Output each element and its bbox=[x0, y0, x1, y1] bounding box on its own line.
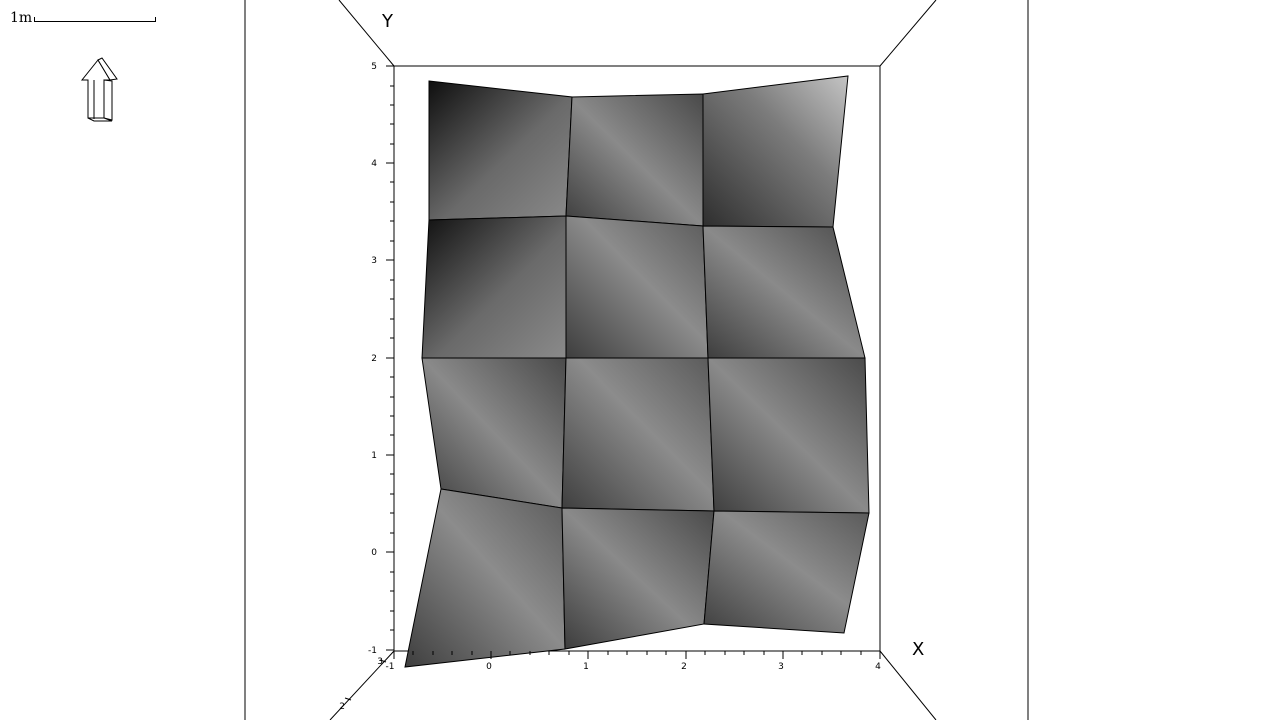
z-tick-label: 3 bbox=[377, 657, 383, 667]
scale-bar bbox=[34, 17, 156, 22]
scale-bar-label: 1m bbox=[10, 10, 33, 26]
surface-cell bbox=[404, 488, 566, 668]
x-axis-labels: -1 0 1 2 3 4 bbox=[386, 662, 882, 672]
surface-cell bbox=[561, 357, 715, 512]
surface-cell bbox=[703, 510, 870, 634]
z-tick-label: 2 bbox=[339, 702, 345, 712]
y-axis-ticks bbox=[386, 65, 394, 651]
x-tick-label: 4 bbox=[875, 662, 881, 672]
north-arrow-icon bbox=[80, 57, 118, 122]
y-tick-label: -1 bbox=[368, 646, 377, 656]
x-tick-label: 1 bbox=[583, 662, 589, 672]
z-axis-labels: 3 2 bbox=[339, 657, 383, 712]
y-tick-label: 3 bbox=[371, 256, 377, 266]
y-tick-label: 4 bbox=[371, 159, 377, 169]
y-tick-label: 5 bbox=[371, 62, 377, 72]
surface-cell bbox=[565, 215, 709, 359]
x-axis-title: X bbox=[912, 639, 924, 660]
surface-cell bbox=[561, 507, 715, 650]
surface-cell bbox=[702, 225, 866, 359]
y-axis-labels: 5 4 3 2 1 0 -1 bbox=[368, 62, 377, 656]
scene-frame bbox=[244, 0, 1029, 720]
x-tick-label: 2 bbox=[681, 662, 687, 672]
y-tick-label: 2 bbox=[371, 354, 377, 364]
y-axis-title: Y bbox=[381, 11, 394, 32]
surface-cell bbox=[702, 75, 849, 228]
surface-cell bbox=[428, 80, 573, 221]
x-tick-label: 0 bbox=[486, 662, 492, 672]
surface-mesh[interactable] bbox=[404, 75, 870, 668]
x-tick-label: -1 bbox=[386, 662, 395, 672]
y-tick-label: 1 bbox=[371, 451, 377, 461]
x-axis-ticks bbox=[393, 651, 881, 659]
y-tick-label: 0 bbox=[371, 548, 377, 558]
surface-cell bbox=[565, 93, 704, 227]
surface-cell bbox=[707, 357, 870, 514]
x-tick-label: 3 bbox=[778, 662, 784, 672]
z-axis-ticks bbox=[344, 659, 387, 701]
surface-cell bbox=[421, 215, 567, 359]
surface-cell bbox=[421, 357, 567, 509]
